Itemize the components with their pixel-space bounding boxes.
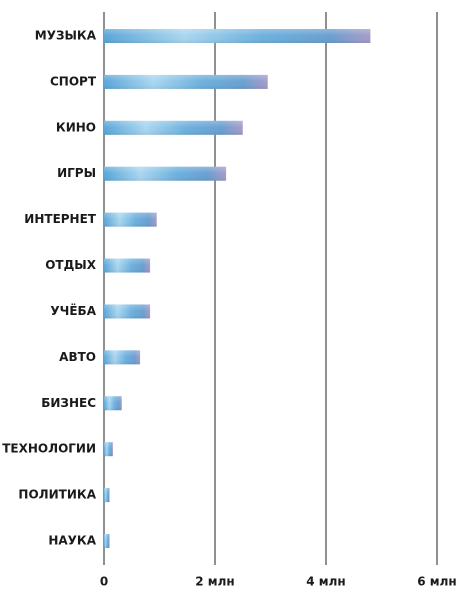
bar-shade [104,534,110,548]
bar-shade [104,212,157,227]
bar-group [104,166,227,181]
y-tick-label: ОТДЫХ [45,258,97,272]
y-tick-label: БИЗНЕС [41,396,96,410]
bar-group [104,534,110,548]
y-tick-label: ТЕХНОЛОГИИ [2,442,96,456]
bar-shade [104,442,113,457]
bar-group [104,74,268,89]
y-tick-label: ПОЛИТИКА [18,488,96,502]
bar-group [104,442,113,457]
bar-group [104,488,110,503]
bar-group [104,350,141,365]
y-tick-label: ИГРЫ [57,166,96,180]
bar-shade [104,396,122,411]
bar-shade [104,350,141,365]
bar-shade [104,120,243,135]
x-tick-label: 6 млн [417,575,456,589]
bar-group [104,396,122,411]
bar-shade [104,304,151,319]
y-tick-label: ИНТЕРНЕТ [24,212,97,226]
bar-shade [104,488,110,503]
y-tick-label: МУЗЫКА [35,29,97,43]
x-tick-label: 2 млн [195,575,234,589]
bar-group [104,304,151,319]
y-tick-label: УЧЁБА [50,303,96,318]
bar-shade [104,166,227,181]
bar-shade [104,74,268,89]
bar-group [104,258,151,273]
x-tick-label: 4 млн [306,575,345,589]
bar-group [104,120,243,135]
x-tick-label: 0 [100,575,108,589]
y-tick-label: АВТО [59,350,96,364]
bar-group [104,212,157,227]
y-tick-label: НАУКА [48,534,96,548]
y-tick-label: КИНО [56,120,96,134]
bar-shade [104,258,151,273]
bar-shade [104,29,371,43]
bar-group [104,29,371,43]
y-tick-label: СПОРТ [50,74,97,88]
